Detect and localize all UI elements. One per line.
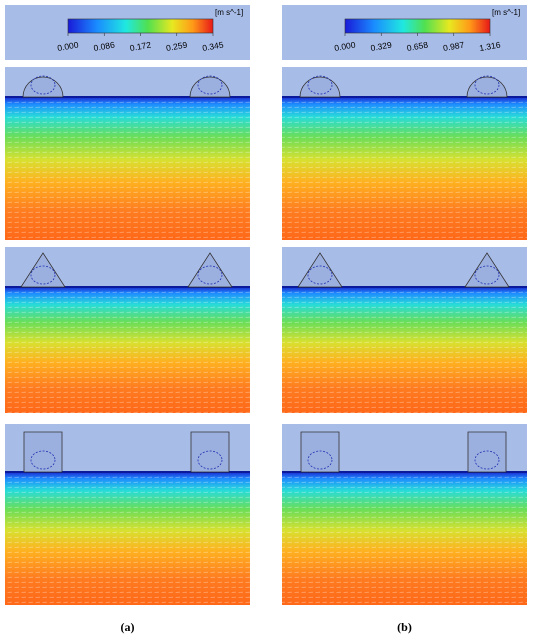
vortex bbox=[197, 450, 223, 470]
colorbar-tick-label: 0.345 bbox=[202, 39, 225, 53]
colorbar-tick-label: 0.329 bbox=[370, 39, 393, 53]
flow-panel bbox=[5, 67, 250, 240]
vortex bbox=[307, 450, 333, 470]
roughness-element bbox=[300, 431, 340, 473]
vector-texture bbox=[5, 291, 250, 413]
colorbar-tick-label: 0.987 bbox=[442, 39, 465, 53]
vortex bbox=[474, 75, 500, 95]
roughness-element bbox=[190, 431, 230, 473]
colorbar-tick-label: 0.000 bbox=[57, 39, 80, 53]
colorbar-tick-label: 0.086 bbox=[93, 39, 116, 53]
vortex bbox=[30, 75, 56, 95]
vector-texture bbox=[5, 476, 250, 605]
vortex bbox=[30, 265, 56, 285]
colorbar-unit: [m s^-1] bbox=[492, 8, 520, 17]
vector-texture bbox=[282, 291, 527, 413]
vortex bbox=[307, 75, 333, 95]
colorbar-tick-label: 0.658 bbox=[406, 39, 429, 53]
vector-texture bbox=[282, 101, 527, 240]
caption: (a) bbox=[121, 620, 135, 634]
flow-panel bbox=[282, 247, 527, 413]
flow-panel bbox=[282, 424, 527, 605]
colorbar bbox=[67, 18, 214, 34]
vortex bbox=[197, 265, 223, 285]
roughness-element bbox=[22, 76, 64, 98]
flow-panel bbox=[282, 67, 527, 240]
colorbar-tick-label: 0.172 bbox=[129, 39, 152, 53]
vortex bbox=[474, 450, 500, 470]
caption: (b) bbox=[397, 620, 412, 634]
roughness-element bbox=[23, 431, 63, 473]
vector-texture bbox=[282, 476, 527, 605]
vortex bbox=[30, 450, 56, 470]
colorbar-tick-label: 1.316 bbox=[479, 39, 502, 53]
colorbar-unit: [m s^-1] bbox=[215, 8, 243, 17]
colorbar bbox=[344, 18, 491, 34]
roughness-element bbox=[299, 76, 341, 98]
vortex bbox=[474, 265, 500, 285]
colorbar-tick-label: 0.259 bbox=[165, 39, 188, 53]
roughness-element bbox=[467, 431, 507, 473]
roughness-element bbox=[189, 76, 231, 98]
flow-panel bbox=[5, 424, 250, 605]
colorbar-tick-label: 0.000 bbox=[334, 39, 357, 53]
roughness-element bbox=[466, 76, 508, 98]
flow-panel bbox=[5, 247, 250, 413]
vortex bbox=[307, 265, 333, 285]
vortex bbox=[197, 75, 223, 95]
vector-texture bbox=[5, 101, 250, 240]
